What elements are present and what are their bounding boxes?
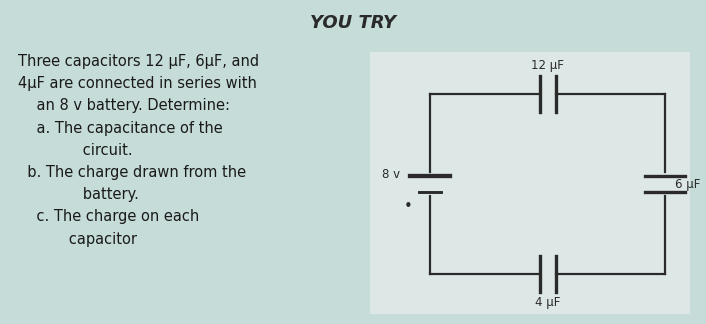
Text: 12 μF: 12 μF xyxy=(531,59,564,72)
Text: YOU TRY: YOU TRY xyxy=(310,14,396,32)
Text: •: • xyxy=(404,199,412,214)
Text: 4 μF: 4 μF xyxy=(535,296,560,309)
FancyBboxPatch shape xyxy=(370,52,690,314)
Text: 8 v: 8 v xyxy=(382,168,400,180)
Text: 6 μF: 6 μF xyxy=(675,178,700,191)
Text: Three capacitors 12 μF, 6μF, and
4μF are connected in series with
    an 8 v bat: Three capacitors 12 μF, 6μF, and 4μF are… xyxy=(18,54,259,247)
